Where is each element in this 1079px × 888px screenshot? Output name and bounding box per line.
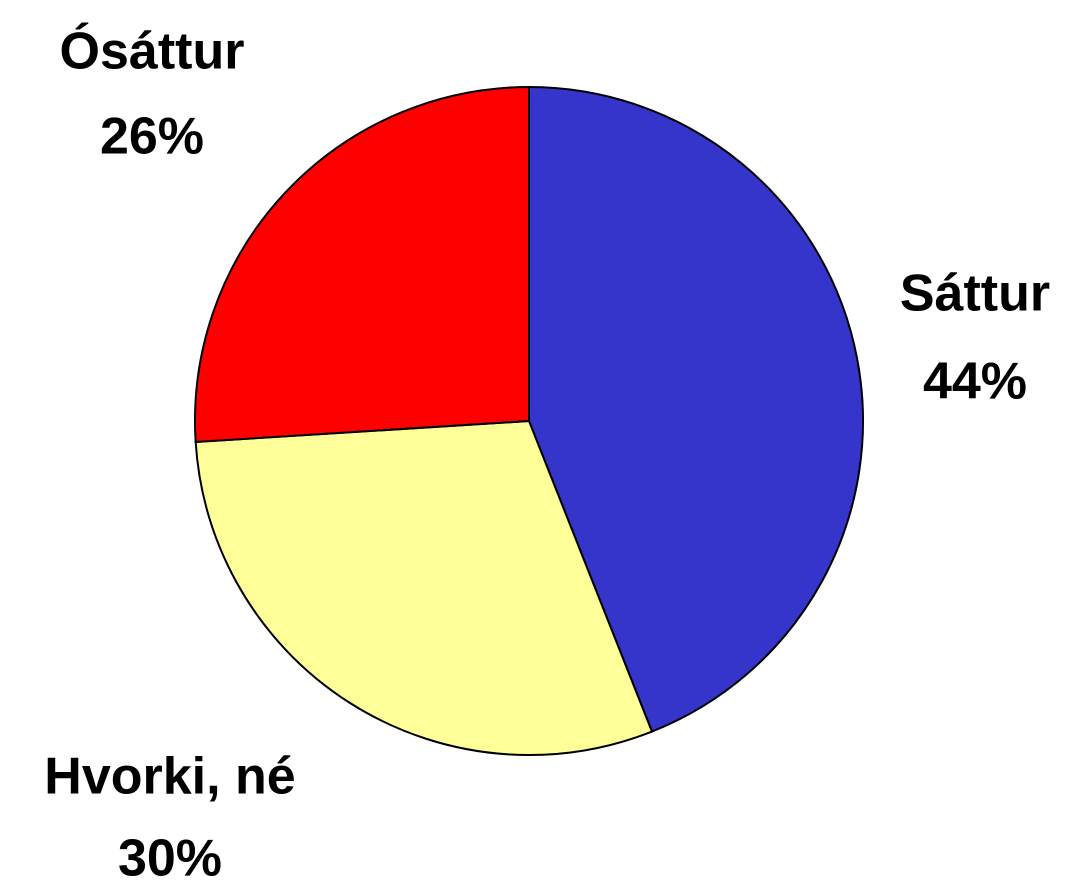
- pie-slice: [194, 419, 654, 756]
- slice-label: Hvorki, né: [44, 748, 295, 806]
- slice-label: Sáttur: [900, 265, 1050, 323]
- pie-slice: [528, 85, 864, 733]
- pie-slice: [194, 85, 530, 444]
- slice-value-label: 30%: [118, 830, 222, 888]
- slice-value-label: 44%: [923, 353, 1027, 411]
- slice-label: Ósáttur: [60, 23, 245, 81]
- slice-value-label: 26%: [100, 108, 204, 166]
